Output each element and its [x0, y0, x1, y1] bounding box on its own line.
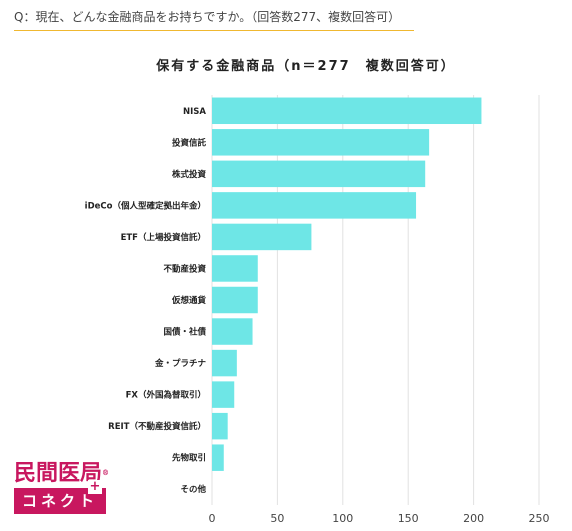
category-label: 国債・社債	[163, 327, 206, 338]
category-label: iDeCo（個人型確定拠出年金）	[85, 200, 206, 211]
category-label: 金・プラチナ	[154, 358, 207, 369]
logo-registered-mark: ®	[102, 468, 110, 477]
category-label: REIT（不動産投資信託）	[108, 421, 206, 432]
bar	[212, 160, 426, 188]
question-text: Q：現在、どんな金融商品をお持ちですか。（回答数277、複数回答可）	[14, 6, 414, 31]
bar	[212, 255, 258, 282]
category-label: NISA	[183, 107, 206, 117]
bars	[212, 97, 482, 471]
bar	[212, 223, 312, 251]
category-label: FX（外国為替取引）	[126, 390, 206, 401]
logo-text-top: 民間医局	[14, 460, 103, 486]
bar	[212, 381, 235, 408]
medical-cross-icon: +	[88, 479, 102, 494]
category-label: 不動産投資	[163, 263, 206, 274]
bar	[212, 286, 258, 314]
bar	[212, 97, 482, 125]
x-tick-label: 150	[398, 512, 419, 525]
bar	[212, 192, 417, 219]
brand-logo: 民間医局® コネクト +	[14, 458, 110, 524]
category-label: 仮想通貨	[171, 295, 207, 306]
x-tick-label: 250	[529, 512, 550, 525]
x-tick-label: 0	[209, 512, 216, 525]
category-label: 先物取引	[172, 453, 206, 464]
gridlines	[211, 95, 540, 505]
chart-title: 保有する金融商品（n＝277 複数回答可）	[155, 58, 455, 74]
bar	[212, 318, 253, 345]
x-tick-label: 50	[270, 512, 284, 525]
bar	[212, 129, 430, 156]
logo-text-bottom: コネクト	[21, 492, 98, 510]
x-tick-labels: 0 50 100 150 200 250	[209, 512, 550, 525]
bar	[212, 349, 237, 377]
category-label: その他	[180, 484, 206, 495]
x-tick-label: 100	[332, 512, 353, 525]
category-label: 株式投資	[172, 169, 207, 180]
x-tick-label: 200	[463, 512, 484, 525]
bar	[212, 444, 224, 471]
category-label: 投資信託	[172, 137, 207, 148]
category-label: ETF（上場投資信託）	[121, 232, 206, 243]
bar	[212, 412, 228, 440]
